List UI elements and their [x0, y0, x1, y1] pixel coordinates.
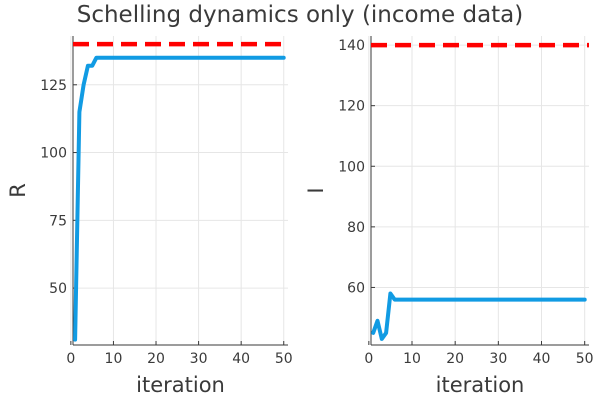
y-tick-label: 100 [40, 146, 67, 162]
subplot-i: 0 10 20 30 40 50 60 80 100 120 140 iteration I [304, 36, 594, 397]
y-axis-label: R [6, 183, 30, 198]
series-line [73, 55, 286, 342]
x-tick-label: 20 [446, 351, 464, 367]
series-line [371, 291, 587, 341]
y-tick-label: 60 [347, 280, 365, 296]
figure-title: Schelling dynamics only (income data) [76, 2, 524, 28]
x-tick-label: 10 [403, 351, 421, 367]
x-tick-label: 30 [489, 351, 507, 367]
x-axis-label: iteration [136, 373, 225, 397]
y-tick-label: 125 [40, 78, 67, 94]
y-tick-label: 50 [49, 281, 67, 297]
x-tick-label: 50 [576, 351, 594, 367]
x-tick-label: 0 [364, 351, 373, 367]
x-tick-label: 20 [147, 351, 165, 367]
y-tick-label: 80 [347, 220, 365, 236]
y-axis-label: I [304, 187, 328, 193]
x-tick-label: 0 [66, 351, 75, 367]
x-tick-label: 30 [190, 351, 208, 367]
x-tick-label: 50 [275, 351, 293, 367]
y-tick-label: 140 [338, 38, 365, 54]
x-axis-label: iteration [436, 373, 525, 397]
y-tick-label: 75 [49, 213, 67, 229]
y-tick-label: 120 [338, 99, 365, 115]
x-tick-label: 40 [232, 351, 250, 367]
y-tick-label: 100 [338, 159, 365, 175]
subplot-r: 0 10 20 30 40 50 50 75 100 125 iteration R [6, 36, 293, 397]
x-tick-label: 10 [105, 351, 123, 367]
x-tick-label: 40 [533, 351, 551, 367]
